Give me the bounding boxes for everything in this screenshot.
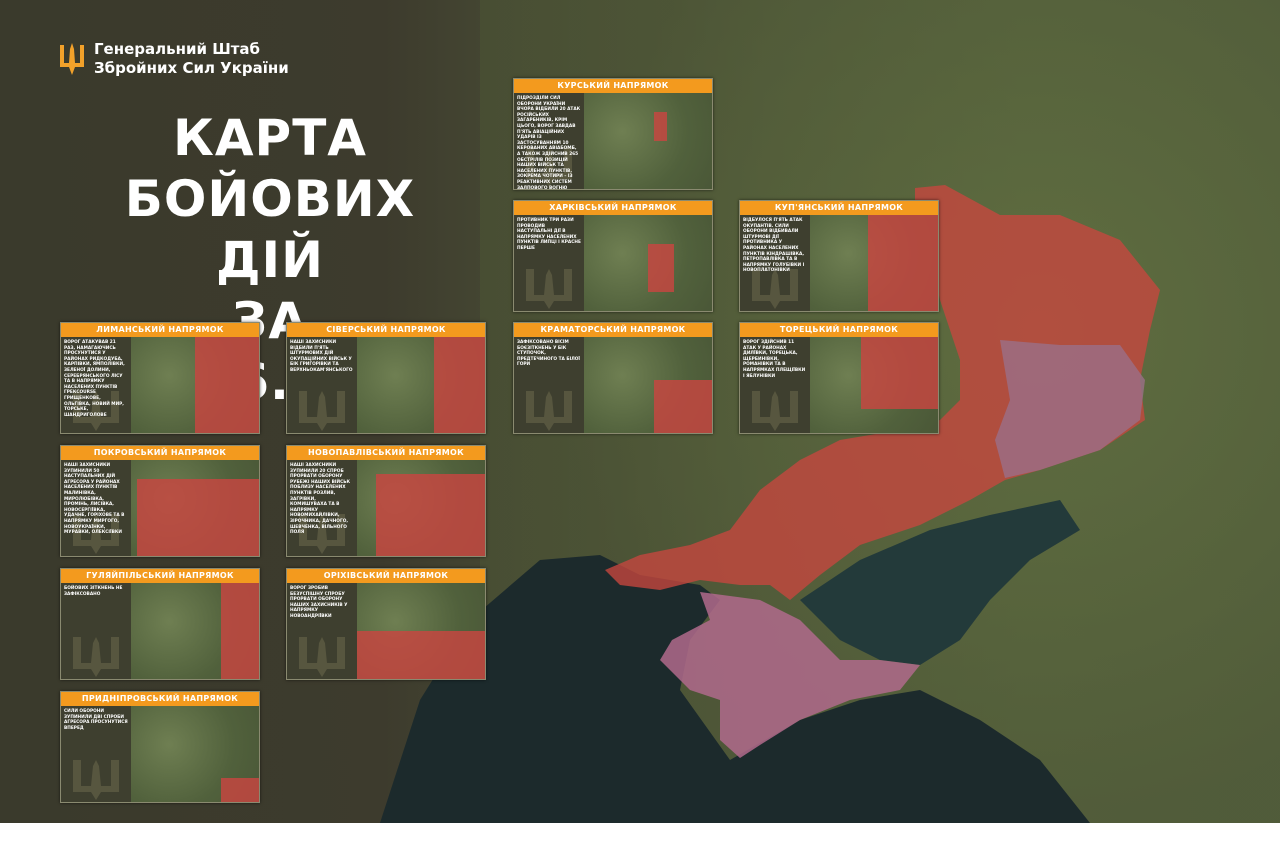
direction-card-orikhiv: ОРІХІВСЬКИЙ НАПРЯМОК Ворог зробив безусп… [286, 568, 486, 680]
trident-watermark-icon [752, 391, 798, 431]
card-text: Ворог здійснив 11 атак у районах Дилївки… [740, 337, 810, 433]
card-title: КРАМАТОРСЬКИЙ НАПРЯМОК [514, 323, 712, 337]
card-description: Підрозділи Сил оборони України вчора від… [517, 96, 581, 190]
card-description: Сили оборони зупинили дві спроби агресор… [64, 709, 128, 731]
direction-card-huliaipole: ГУЛЯЙПІЛЬСЬКИЙ НАПРЯМОК Бойових зіткнень… [60, 568, 260, 680]
card-description: Наші захисники зупинили 50 наступальних … [64, 463, 125, 536]
occupied-area [195, 337, 259, 433]
direction-card-pokrovsk: ПОКРОВСЬКИЙ НАПРЯМОК Наші захисники зупи… [60, 445, 260, 557]
direction-card-kursk: КУРСЬКИЙ НАПРЯМОК Підрозділи Сил оборони… [513, 78, 713, 190]
trident-watermark-icon [526, 147, 572, 187]
occupied-area [433, 337, 485, 433]
occupied-area [220, 583, 259, 679]
direction-card-kharkiv: ХАРКІВСЬКИЙ НАПРЯМОК Противник три рази … [513, 200, 713, 312]
org-name-line2: Збройних Сил України [94, 59, 289, 77]
black-sea [380, 555, 1090, 823]
card-mini-map [810, 337, 938, 433]
org-name-line1: Генеральний Штаб [94, 40, 261, 58]
trident-icon [60, 43, 84, 75]
crimea-occupied [660, 592, 920, 758]
card-text: Ворог атакував 21 раз, намагаючись просу… [61, 337, 131, 433]
trident-watermark-icon [752, 269, 798, 309]
card-text: Противник три рази проводив наступальні … [514, 215, 584, 311]
trident-watermark-icon [73, 637, 119, 677]
card-title: ОРІХІВСЬКИЙ НАПРЯМОК [287, 569, 485, 583]
card-title: КУРСЬКИЙ НАПРЯМОК [514, 79, 712, 93]
trident-watermark-icon [299, 514, 345, 554]
direction-card-toretsk: ТОРЕЦЬКИЙ НАПРЯМОК Ворог здійснив 11 ата… [739, 322, 939, 434]
card-mini-map [357, 337, 485, 433]
card-text: Наші захисники відбили п'ять штурмових д… [287, 337, 357, 433]
occupied-area [220, 778, 259, 802]
card-title: ХАРКІВСЬКИЙ НАПРЯМОК [514, 201, 712, 215]
trident-watermark-icon [73, 391, 119, 431]
occupied-territory [605, 185, 1160, 600]
card-text: Наші захисники зупинили 50 наступальних … [61, 460, 131, 556]
card-mini-map [131, 583, 259, 679]
card-title: ГУЛЯЙПІЛЬСЬКИЙ НАПРЯМОК [61, 569, 259, 583]
direction-card-kupiansk: КУП'ЯНСЬКИЙ НАПРЯМОК Відбулося п'ять ата… [739, 200, 939, 312]
card-description: Наші захисники відбили п'ять штурмових д… [290, 340, 353, 373]
occupied-area [654, 380, 712, 433]
trident-watermark-icon [299, 637, 345, 677]
card-text: Бойових зіткнень не зафіксовано [61, 583, 131, 679]
occupied-area [357, 631, 485, 679]
occupied-area [654, 112, 668, 141]
card-description: Зафіксовано вісім боєзіткнень у бік Ступ… [517, 340, 581, 368]
card-description: Противник три рази проводив наступальні … [517, 218, 581, 251]
card-text: Підрозділи Сил оборони України вчора від… [514, 93, 584, 189]
card-mini-map [810, 215, 938, 311]
card-title: ЛИМАНСЬКИЙ НАПРЯМОК [61, 323, 259, 337]
card-mini-map [131, 706, 259, 802]
card-title: НОВОПАВЛІВСЬКИЙ НАПРЯМОК [287, 446, 485, 460]
direction-card-kramatorsk: КРАМАТОРСЬКИЙ НАПРЯМОК Зафіксовано вісім… [513, 322, 713, 434]
card-mini-map [357, 460, 485, 556]
card-description: Наші захисники зупинили 20 спроб прорват… [290, 463, 351, 536]
occupied-before-2022 [995, 340, 1145, 478]
card-mini-map [584, 215, 712, 311]
card-title: КУП'ЯНСЬКИЙ НАПРЯМОК [740, 201, 938, 215]
card-description: Відбулося п'ять атак окупантів. Сили обо… [743, 218, 805, 274]
card-description: Ворог здійснив 11 атак у районах Дилївки… [743, 340, 806, 379]
card-mini-map [131, 460, 259, 556]
occupied-area [861, 337, 938, 409]
occupied-area [137, 479, 259, 556]
card-description: Ворог зробив безуспішну спробу прорвати … [290, 586, 348, 619]
title-line1: КАРТА [172, 109, 367, 167]
map-canvas: Генеральний Штаб Збройних Сил України КАР… [0, 0, 1280, 823]
card-mini-map [584, 93, 712, 189]
card-description: Бойових зіткнень не зафіксовано [64, 586, 123, 597]
card-text: Наші захисники зупинили 20 спроб прорват… [287, 460, 357, 556]
card-mini-map [357, 583, 485, 679]
direction-card-lyman: ЛИМАНСЬКИЙ НАПРЯМОК Ворог атакував 21 ра… [60, 322, 260, 434]
card-text: Відбулося п'ять атак окупантів. Сили обо… [740, 215, 810, 311]
card-title: ПРИДНІПРОВСЬКИЙ НАПРЯМОК [61, 692, 259, 706]
occupied-area [376, 474, 485, 556]
trident-watermark-icon [526, 391, 572, 431]
card-text: Ворог зробив безуспішну спробу прорвати … [287, 583, 357, 679]
title-line2: БОЙОВИХ ДІЙ [124, 170, 416, 289]
card-description: Ворог атакував 21 раз, намагаючись просу… [64, 340, 125, 418]
card-mini-map [131, 337, 259, 433]
card-title: СІВЕРСЬКИЙ НАПРЯМОК [287, 323, 485, 337]
occupied-area [648, 243, 674, 292]
card-mini-map [584, 337, 712, 433]
occupied-area [867, 215, 938, 311]
general-staff-logo: Генеральний Штаб Збройних Сил України [58, 40, 289, 78]
card-title: ТОРЕЦЬКИЙ НАПРЯМОК [740, 323, 938, 337]
trident-watermark-icon [299, 391, 345, 431]
trident-watermark-icon [73, 760, 119, 800]
direction-card-novopavlivka: НОВОПАВЛІВСЬКИЙ НАПРЯМОК Наші захисники … [286, 445, 486, 557]
direction-card-siversk: СІВЕРСЬКИЙ НАПРЯМОК Наші захисники відби… [286, 322, 486, 434]
card-text: Сили оборони зупинили дві спроби агресор… [61, 706, 131, 802]
bottom-strip [0, 823, 1280, 843]
trident-watermark-icon [73, 514, 119, 554]
trident-watermark-icon [526, 269, 572, 309]
card-text: Зафіксовано вісім боєзіткнень у бік Ступ… [514, 337, 584, 433]
sea-of-azov [800, 500, 1080, 665]
card-title: ПОКРОВСЬКИЙ НАПРЯМОК [61, 446, 259, 460]
direction-card-prydniprovskyi: ПРИДНІПРОВСЬКИЙ НАПРЯМОК Сили оборони зу… [60, 691, 260, 803]
